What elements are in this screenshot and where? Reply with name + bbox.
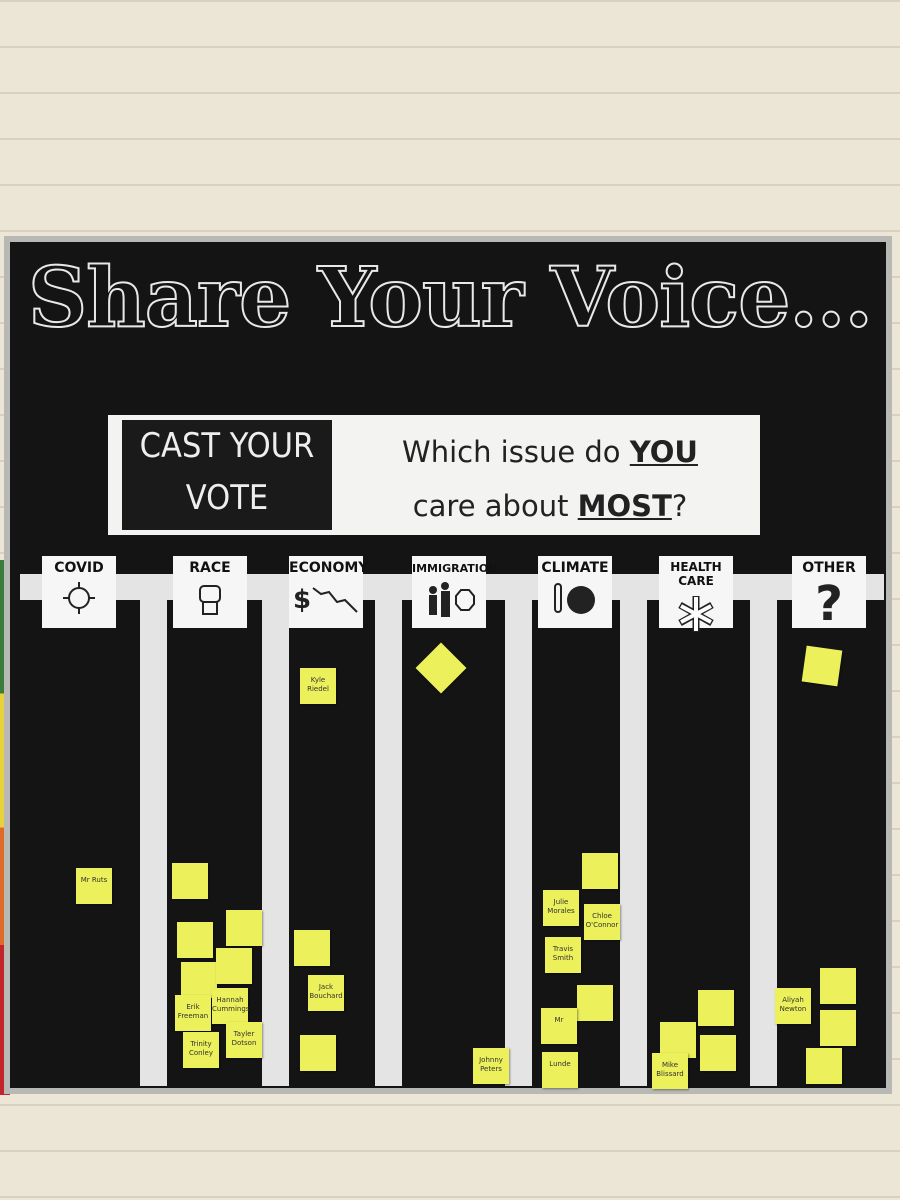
- sticky-note: [660, 1022, 696, 1058]
- sticky-note: [216, 948, 252, 984]
- sticky-note: Lunde: [542, 1052, 578, 1088]
- icon: [199, 585, 221, 615]
- question-text: ?: [671, 489, 688, 523]
- icon: [678, 596, 714, 632]
- sticky-note: [820, 1010, 856, 1046]
- sticky-note: [300, 1035, 336, 1071]
- sticky-note: Hannah Cummings: [212, 988, 249, 1024]
- sticky-note: Johnny Peters: [473, 1048, 509, 1084]
- sticky-note: Mr: [541, 1008, 577, 1044]
- question-text: care about: [412, 489, 569, 523]
- paper-strip: [505, 598, 532, 1086]
- column-label: HEALTH CARE: [670, 560, 722, 588]
- icon: [429, 582, 475, 617]
- badge: CAST YOUR VOTE: [122, 420, 332, 530]
- column-header: CLIMATE: [538, 556, 612, 628]
- sticky-note: [177, 922, 213, 958]
- sticky-note: Kyle Riedel: [300, 668, 336, 704]
- svg-text:?: ?: [815, 580, 843, 624]
- column-header: COVID: [42, 556, 116, 628]
- sticky-note: Tayler Dotson: [226, 1022, 262, 1058]
- column-header: HEALTH CARE: [659, 556, 733, 632]
- column-label: COVID: [54, 560, 104, 576]
- column-label: OTHER: [802, 560, 856, 576]
- sticky-note: [698, 990, 734, 1026]
- column-label: CLIMATE: [541, 560, 609, 576]
- icon: [554, 583, 595, 614]
- column-label: RACE: [189, 560, 231, 576]
- question-text: Which issue do: [402, 435, 621, 469]
- sticky-note: [294, 930, 330, 966]
- sticky-note: [226, 910, 262, 946]
- svg-text:$: $: [293, 585, 311, 615]
- sticky-note: [577, 985, 613, 1021]
- question: Which issue do YOU care about MOST?: [345, 425, 755, 533]
- sticky-note: [700, 1035, 736, 1071]
- sticky-note: [801, 645, 843, 687]
- sticky-note: Chloe O'Connor: [584, 904, 620, 940]
- sticky-note: Erik Freeman: [175, 995, 211, 1031]
- title: Share Your Voice...: [27, 249, 874, 347]
- icon: ?: [815, 580, 843, 624]
- column-header: RACE: [173, 556, 247, 628]
- emphasis: YOU: [629, 435, 698, 469]
- sticky-note: [582, 853, 618, 889]
- column-label: ECONOMY: [289, 560, 369, 576]
- sticky-note: [806, 1048, 842, 1084]
- sticky-note: Jack Bouchard: [308, 975, 344, 1011]
- paper-strip: [375, 598, 402, 1086]
- paper-strip: [750, 598, 777, 1086]
- sticky-note: [172, 863, 208, 899]
- icon: [63, 582, 95, 614]
- sticky-note: Julie Morales: [543, 890, 579, 926]
- icon: $: [293, 585, 358, 615]
- sticky-note: [181, 962, 217, 998]
- emphasis: MOST: [577, 489, 672, 523]
- sticky-note: Travis Smith: [545, 937, 581, 973]
- column-header: IMMIGRATION: [412, 556, 497, 628]
- sticky-note: Aliyah Newton: [775, 988, 811, 1024]
- column-header: ECONOMY $: [289, 556, 368, 628]
- column-header: OTHER?: [792, 556, 866, 628]
- sticky-note: [820, 968, 856, 1004]
- paper-strip: [262, 598, 289, 1086]
- column-label: IMMIGRATION: [412, 562, 498, 575]
- sticky-note: Mike Blissard: [652, 1053, 688, 1089]
- sticky-note: Mr Ruts: [76, 868, 112, 904]
- paper-strip: [620, 598, 647, 1086]
- paper-strip: [140, 598, 167, 1086]
- sticky-note: Trinity Conley: [183, 1032, 219, 1068]
